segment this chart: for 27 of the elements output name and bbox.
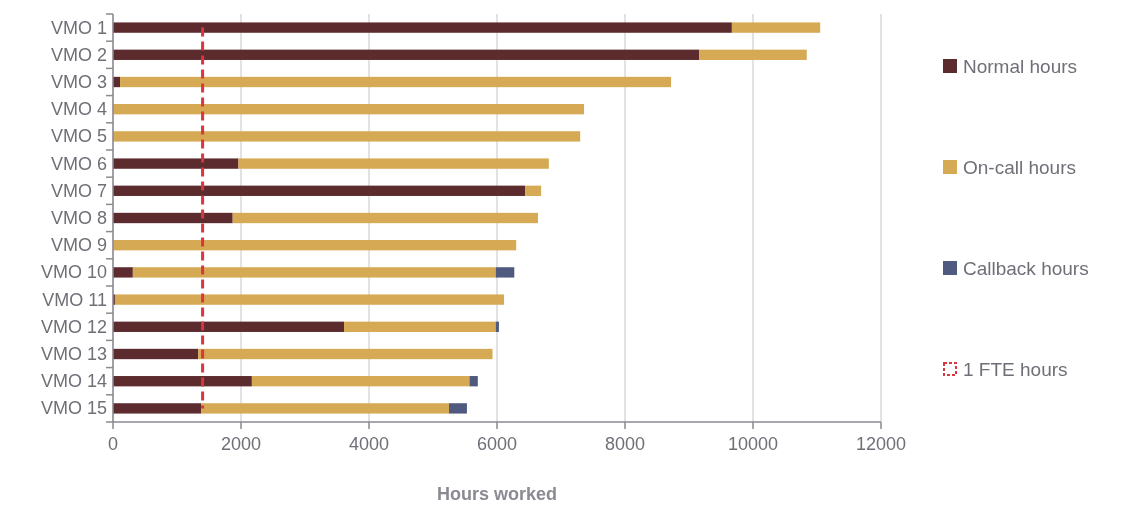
y-tick-label: VMO 15 xyxy=(40,398,107,419)
legend-label: Normal hours xyxy=(963,55,1078,77)
x-tick-label: 10000 xyxy=(727,434,779,454)
y-tick-label: VMO 14 xyxy=(40,371,107,392)
y-tick-label: VMO 10 xyxy=(40,262,107,283)
y-tick-label: VMO 6 xyxy=(50,153,107,174)
y-tick-label: VMO 1 xyxy=(50,17,107,38)
legend-label: On-call hours xyxy=(963,156,1076,178)
y-tick-label: VMO 8 xyxy=(50,208,107,228)
y-tick-label: VMO 4 xyxy=(50,99,107,120)
y-tick-label: VMO 7 xyxy=(50,180,107,201)
x-tick-label: 6000 xyxy=(476,434,518,454)
x-tick-label: 0 xyxy=(107,434,119,454)
x-tick-label: 8000 xyxy=(604,434,646,454)
legend-label: Callback hours xyxy=(963,257,1089,279)
y-tick-label: VMO 11 xyxy=(42,289,107,310)
x-tick-label: 12000 xyxy=(855,434,907,454)
y-tick-label: VMO 9 xyxy=(50,235,107,256)
y-tick-label: VMO 13 xyxy=(40,344,107,364)
x-tick-label: 4000 xyxy=(348,434,390,454)
legend-label: 1 FTE hours xyxy=(963,358,1068,380)
y-tick-label: VMO 2 xyxy=(50,44,107,65)
y-tick-label: VMO 12 xyxy=(40,316,107,337)
y-tick-label: VMO 3 xyxy=(50,72,107,92)
y-tick-label: VMO 5 xyxy=(50,126,107,147)
x-tick-label: 2000 xyxy=(220,434,262,454)
x-axis-title: Hours worked xyxy=(436,484,558,504)
